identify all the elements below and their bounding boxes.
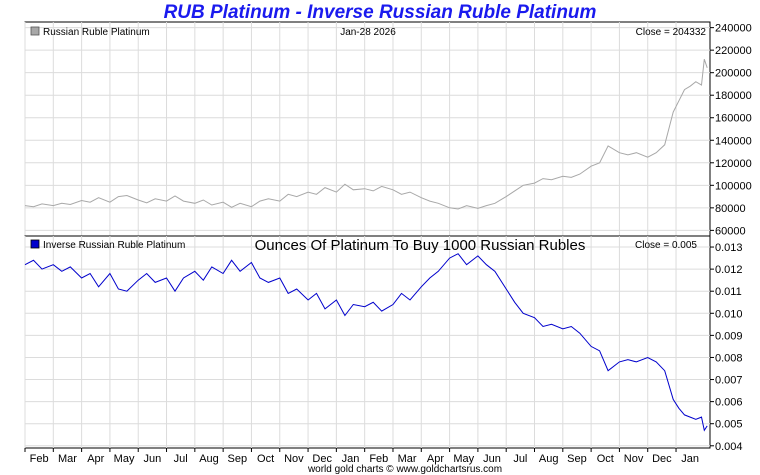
legend-label-bottom: Inverse Russian Ruble Platinum	[43, 240, 185, 251]
top-grid	[24, 22, 710, 236]
top-y-axis: 60000 80000 100000 120000 140000 160000 180000…	[710, 23, 752, 237]
y-tick-label: 0.011	[715, 286, 742, 298]
chart-title: RUB Platinum - Inverse Russian Ruble Pla…	[163, 2, 597, 23]
x-tick-label: Jan	[342, 453, 360, 465]
credit-text: world gold charts © www.goldchartsrus.co…	[307, 464, 502, 475]
top-panel: 60000 80000 100000 120000 140000 160000 180000…	[24, 21, 752, 237]
date-label: Jan-28 2026	[340, 27, 396, 38]
x-tick-label: Aug	[199, 453, 219, 465]
x-tick-label: Mar	[58, 453, 77, 465]
x-tick-label: May	[114, 453, 135, 465]
bottom-y-axis: 0.004 0.005 0.006 0.007 0.008 0.009 0.010 0.011…	[710, 242, 743, 453]
x-tick-label: Apr	[427, 453, 444, 465]
y-tick-label: 0.005	[715, 419, 743, 431]
y-tick-label: 0.006	[715, 397, 743, 409]
x-tick-label: Feb	[369, 453, 388, 465]
x-tick-label: Aug	[539, 453, 559, 465]
x-tick-label: Jan	[681, 453, 699, 465]
series-line-russian-ruble-platinum	[24, 59, 708, 210]
x-tick-label: May	[453, 453, 474, 465]
bottom-subtitle: Ounces Of Platinum To Buy 1000 Russian R…	[255, 237, 586, 254]
y-tick-label: 80000	[715, 203, 746, 215]
x-tick-label: Dec	[312, 453, 332, 465]
x-tick-label: Nov	[624, 453, 644, 465]
y-tick-label: 0.004	[715, 441, 743, 453]
y-tick-label: 0.010	[715, 308, 743, 320]
y-tick-label: 240000	[715, 23, 752, 35]
y-tick-label: 0.007	[715, 375, 743, 387]
x-tick-label: Mar	[398, 453, 417, 465]
x-tick-label: Oct	[597, 453, 614, 465]
legend-swatch-bottom	[30, 239, 40, 249]
legend-label-top: Russian Ruble Platinum	[43, 27, 150, 38]
x-tick-label: Oct	[257, 453, 274, 465]
x-axis-months: Feb Mar Apr May Jun Jul Aug Sep Oct Nov Dec Jan Feb M…	[24, 448, 699, 465]
x-tick-label: Sep	[567, 453, 587, 465]
close-label-top: Close = 204332	[636, 27, 707, 38]
y-tick-label: 120000	[715, 158, 752, 170]
y-tick-label: 200000	[715, 68, 752, 80]
y-tick-label: 100000	[715, 180, 752, 192]
y-tick-label: 0.009	[715, 330, 743, 342]
x-tick-label: Feb	[30, 453, 49, 465]
x-tick-label: Nov	[284, 453, 304, 465]
x-tick-label: Jun	[483, 453, 501, 465]
y-tick-label: 60000	[715, 225, 746, 237]
y-tick-label: 140000	[715, 135, 752, 147]
bottom-grid	[24, 236, 710, 448]
top-panel-frame	[24, 21, 711, 237]
x-tick-label: Jul	[174, 453, 188, 465]
y-tick-label: 220000	[715, 45, 752, 57]
y-tick-label: 160000	[715, 113, 752, 125]
x-tick-label: Jun	[144, 453, 162, 465]
x-tick-label: Jul	[513, 453, 527, 465]
y-tick-label: 180000	[715, 90, 752, 102]
y-tick-label: 0.013	[715, 242, 743, 254]
x-tick-label: Apr	[87, 453, 104, 465]
y-tick-label: 0.012	[715, 264, 743, 276]
bottom-panel-frame	[24, 235, 711, 449]
x-tick-label: Dec	[652, 453, 672, 465]
series-line-inverse-russian-ruble-platinum	[24, 253, 708, 432]
y-tick-label: 0.008	[715, 352, 743, 364]
x-tick-label: Sep	[228, 453, 248, 465]
bottom-panel: 0.004 0.005 0.006 0.007 0.008 0.009 0.010 0.011…	[24, 235, 743, 453]
legend-swatch-top	[30, 26, 40, 36]
close-label-bottom: Close = 0.005	[635, 240, 697, 251]
